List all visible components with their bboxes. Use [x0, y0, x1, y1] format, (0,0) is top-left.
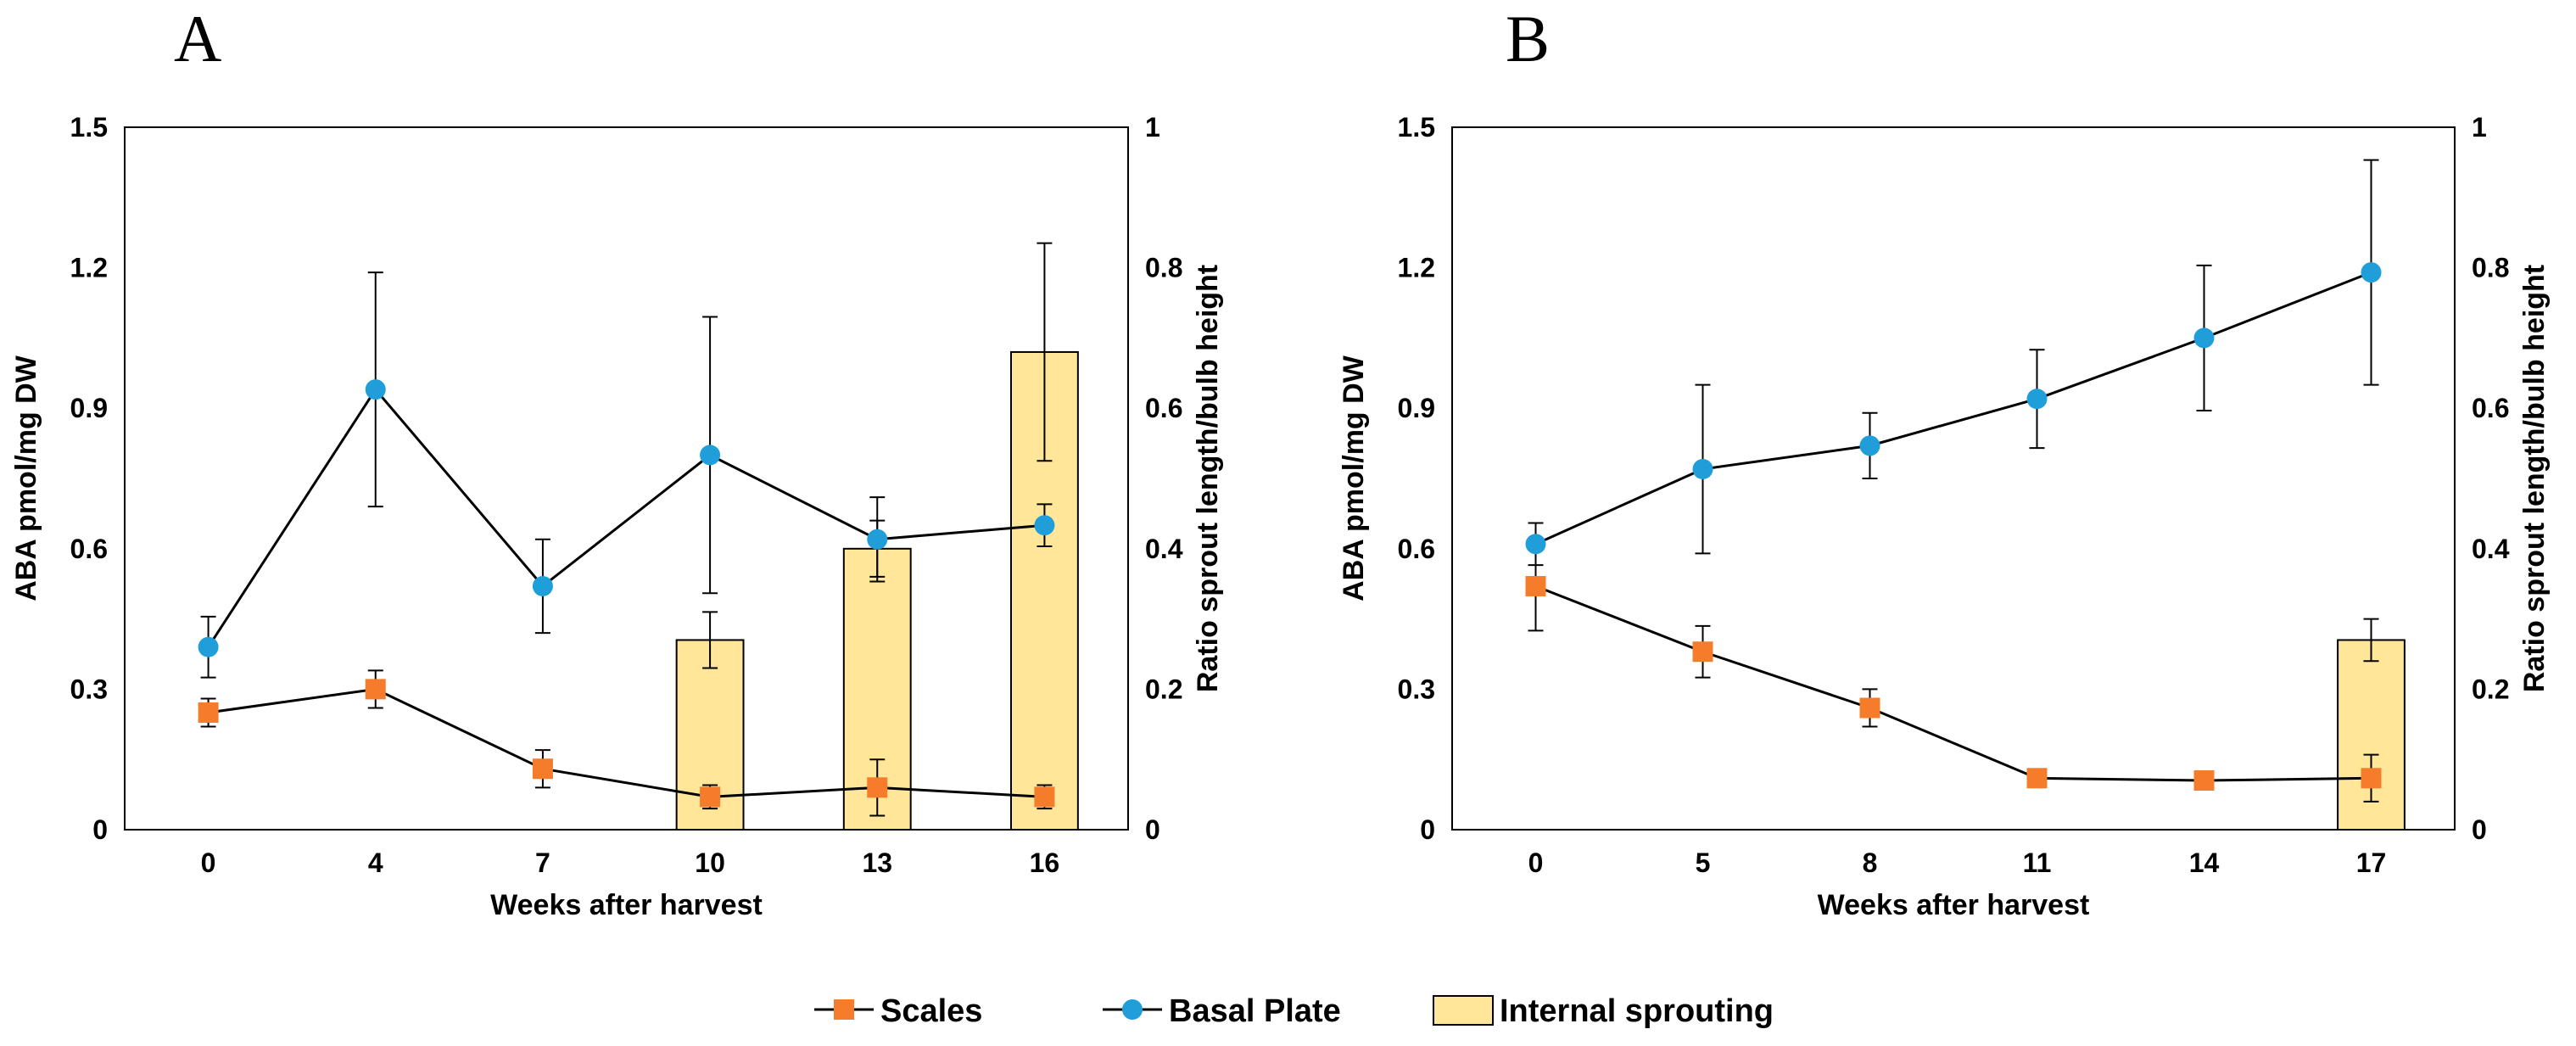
- y-right-tick-label: 0.8: [2472, 253, 2509, 283]
- y-left-tick-label: 0.3: [70, 674, 108, 704]
- point-basal-plate: [867, 529, 888, 550]
- y-left-tick-label: 0.3: [1398, 674, 1435, 704]
- point-scales: [1034, 786, 1055, 808]
- y-left-tick-label: 0: [92, 814, 108, 845]
- x-tick-label: 5: [1696, 847, 1711, 878]
- point-scales: [1525, 575, 1546, 596]
- y-left-axis-title: ABA pmol/mg DW: [10, 355, 42, 601]
- y-right-tick-label: 1: [2472, 112, 2487, 143]
- legend-marker-square: [834, 999, 854, 1020]
- legend-item-internal-sprouting: Internal sprouting: [1433, 993, 1774, 1029]
- point-scales: [1692, 641, 1713, 663]
- legend-label: Internal sprouting: [1500, 993, 1774, 1029]
- y-right-tick-label: 0.2: [2472, 674, 2509, 704]
- panel-label: A: [174, 2, 221, 76]
- x-tick-label: 17: [2356, 847, 2387, 878]
- x-tick-label: 13: [862, 847, 892, 878]
- legend-item-basal-plate: Basal Plate: [1103, 993, 1341, 1029]
- y-left-tick-label: 0: [1420, 814, 1435, 845]
- x-tick-label: 14: [2189, 847, 2220, 878]
- y-left-tick-label: 1.5: [1398, 112, 1435, 143]
- point-basal-plate: [1525, 534, 1546, 555]
- point-scales: [2026, 768, 2048, 789]
- legend-label: Basal Plate: [1169, 993, 1341, 1029]
- y-right-tick-label: 0.2: [1145, 674, 1182, 704]
- point-basal-plate: [2026, 389, 2048, 410]
- point-basal-plate: [1692, 458, 1713, 479]
- y-right-axis-title: Ratio sprout length/bulb height: [2518, 265, 2551, 692]
- point-scales: [2361, 768, 2382, 789]
- point-basal-plate: [532, 575, 553, 596]
- y-right-tick-label: 0.6: [1145, 393, 1182, 423]
- point-basal-plate: [2193, 327, 2215, 349]
- y-right-tick-label: 0.4: [2472, 534, 2510, 564]
- y-right-tick-label: 0: [1145, 814, 1160, 845]
- point-scales: [2193, 770, 2215, 791]
- y-left-tick-label: 1.2: [1398, 253, 1435, 283]
- point-basal-plate: [2361, 262, 2382, 283]
- panel-b: B 0 0.3 0.6 0.9 1.2 1.5 0 0.2 0.4 0.6 0.8 1 0 5 8 11 14 17…: [1338, 2, 2551, 921]
- error-bar: [2363, 618, 2379, 663]
- x-tick-label: 7: [535, 847, 550, 878]
- y-left-tick-label: 0.9: [70, 393, 108, 423]
- line-scales: [1534, 585, 2372, 782]
- legend: Scales Basal Plate Internal sprouting: [814, 993, 1774, 1029]
- y-left-tick-label: 1.5: [70, 112, 108, 143]
- legend-label: Scales: [880, 993, 982, 1029]
- legend-swatch-bar: [1433, 995, 1494, 1026]
- point-scales: [1859, 697, 1880, 719]
- line-basal-plate: [207, 387, 1045, 648]
- plot-area: [1451, 126, 2456, 831]
- legend-marker-circle: [1122, 999, 1143, 1020]
- y-left-axis-title: ABA pmol/mg DW: [1338, 355, 1370, 601]
- y-right-tick-label: 0.8: [1145, 253, 1182, 283]
- point-basal-plate: [1034, 515, 1055, 536]
- legend-item-scales: Scales: [814, 993, 982, 1029]
- x-tick-label: 0: [1528, 847, 1544, 878]
- x-tick-label: 11: [2023, 847, 2052, 878]
- y-right-tick-label: 0: [2472, 814, 2487, 845]
- y-right-axis-title: Ratio sprout length/bulb height: [1192, 265, 1224, 692]
- x-tick-label: 16: [1030, 847, 1060, 878]
- line-basal-plate: [1534, 271, 2372, 545]
- x-tick-label: 10: [695, 847, 725, 878]
- point-scales: [198, 702, 219, 723]
- y-left-tick-label: 0.6: [70, 534, 108, 564]
- x-tick-label: 8: [1863, 847, 1878, 878]
- point-scales: [867, 777, 888, 798]
- point-basal-plate: [1859, 435, 1880, 456]
- y-left-tick-label: 0.9: [1398, 393, 1435, 423]
- y-right-tick-label: 1: [1145, 112, 1160, 143]
- point-scales: [532, 758, 553, 780]
- x-axis-title: Weeks after harvest: [490, 889, 763, 921]
- plot-area: [124, 126, 1129, 831]
- point-scales: [700, 786, 721, 808]
- point-scales: [365, 679, 386, 700]
- x-tick-label: 0: [201, 847, 216, 878]
- error-bar: [702, 611, 718, 669]
- y-left-tick-label: 1.2: [70, 253, 108, 283]
- point-basal-plate: [198, 636, 219, 657]
- panel-a: A00.30.60.91.21.500.20.40.60.810 4 7 10 13 16…: [10, 2, 1224, 921]
- y-right-tick-label: 0.6: [2472, 393, 2509, 423]
- point-basal-plate: [700, 445, 721, 466]
- point-basal-plate: [365, 379, 386, 400]
- x-axis-title: Weeks after harvest: [1818, 889, 2090, 921]
- x-tick-label: 4: [368, 847, 383, 878]
- y-left-tick-label: 0.6: [1398, 534, 1435, 564]
- line-scales: [208, 687, 1045, 798]
- error-bar: [1037, 242, 1053, 462]
- y-right-tick-label: 0.4: [1145, 534, 1183, 564]
- panel-label: B: [1506, 2, 1550, 76]
